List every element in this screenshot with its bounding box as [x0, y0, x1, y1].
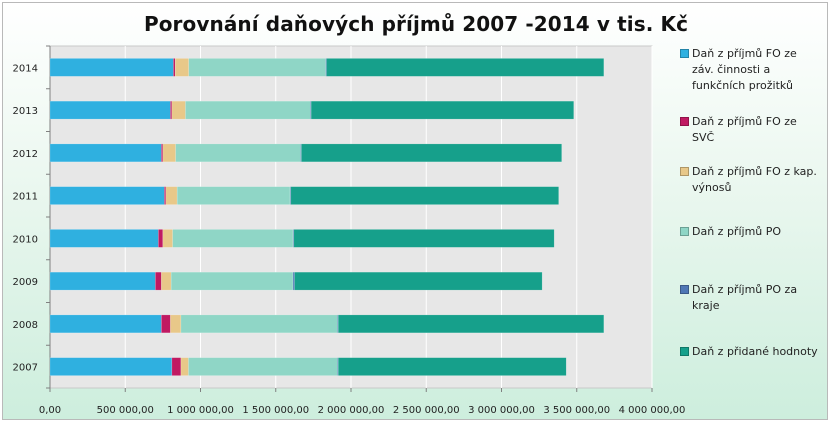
legend-swatch: [680, 347, 689, 356]
bar-segment: [294, 271, 543, 291]
bar-segment: [293, 229, 555, 248]
bar-segment: [180, 314, 338, 334]
y-tick-label: 2014: [13, 63, 38, 74]
bar-segment: [172, 229, 294, 248]
bar-segment: [162, 229, 173, 248]
x-tick-label: 1 500 000,00: [242, 405, 309, 416]
bar-segment: [337, 314, 605, 334]
bar-segment: [326, 58, 605, 77]
bar-segment: [174, 58, 190, 77]
bar-segment: [170, 271, 294, 291]
x-tick-label: 3 000 000,00: [468, 405, 535, 416]
bar-segment: [49, 357, 173, 376]
legend-label: Daň z přidané hodnoty: [692, 345, 818, 358]
bar-segment: [49, 100, 171, 120]
legend-swatch: [680, 117, 689, 126]
bar-segment: [161, 271, 172, 291]
bar-segment: [155, 271, 162, 291]
bar-segment: [49, 271, 156, 291]
x-tick-label: 0,00: [39, 405, 61, 416]
bar-segment: [165, 186, 178, 205]
bar-segment: [158, 229, 164, 248]
chart-title: Porovnání daňových příjmů 2007 -2014 v t…: [143, 12, 689, 36]
bar-segment: [49, 186, 165, 205]
legend-swatch: [680, 227, 689, 236]
y-tick-label: 2007: [13, 363, 38, 374]
legend-label: Daň z příjmů PO za kraje: [692, 283, 798, 312]
y-tick-label: 2012: [13, 149, 38, 160]
x-tick-label: 3 500 000,00: [543, 405, 610, 416]
bar-segment: [310, 100, 574, 120]
legend-label: Daň z příjmů FO z kap. výnosů: [692, 165, 817, 194]
y-tick-label: 2011: [13, 192, 38, 203]
legend-label: Daň z příjmů PO: [692, 225, 782, 238]
bar-segment: [170, 314, 182, 334]
bar-segment: [175, 143, 301, 163]
y-tick-label: 2009: [13, 277, 38, 288]
bar-segment: [171, 100, 186, 120]
bar-segment: [162, 143, 176, 163]
legend-swatch: [680, 49, 689, 58]
x-tick-label: 2 000 000,00: [318, 405, 385, 416]
legend-label: Daň z příjmů FO ze záv. činnosti a funkč…: [692, 47, 797, 92]
bar-segment: [176, 186, 291, 205]
x-tick-label: 2 500 000,00: [393, 405, 460, 416]
bar-segment: [188, 58, 326, 77]
bar-segment: [49, 314, 162, 334]
bar-segment: [49, 58, 174, 77]
y-tick-label: 2010: [13, 234, 38, 245]
bar-segment: [290, 186, 559, 205]
bar-segment: [188, 357, 338, 376]
chart-legend: Daň z příjmů FO ze záv. činnosti a funkč…: [680, 44, 822, 384]
x-tick-label: 500 000,00: [97, 405, 154, 416]
y-tick-label: 2008: [13, 320, 38, 331]
bar-segment: [173, 58, 176, 77]
legend-swatch: [680, 285, 689, 294]
bar-segment: [49, 229, 159, 248]
bar-segment: [161, 314, 171, 334]
bar-segment: [171, 357, 182, 376]
bar-segment: [180, 357, 189, 376]
legend-swatch: [680, 167, 689, 176]
bar-segment: [49, 143, 162, 163]
y-tick-label: 2013: [13, 106, 38, 117]
bar-segment: [337, 357, 567, 376]
bar-segment: [301, 143, 562, 163]
x-tick-label: 1 000 000,00: [167, 405, 234, 416]
legend-label: Daň z příjmů FO ze SVČ: [692, 115, 797, 144]
bar-segment: [185, 100, 311, 120]
x-tick-label: 4 000 000,00: [619, 405, 686, 416]
